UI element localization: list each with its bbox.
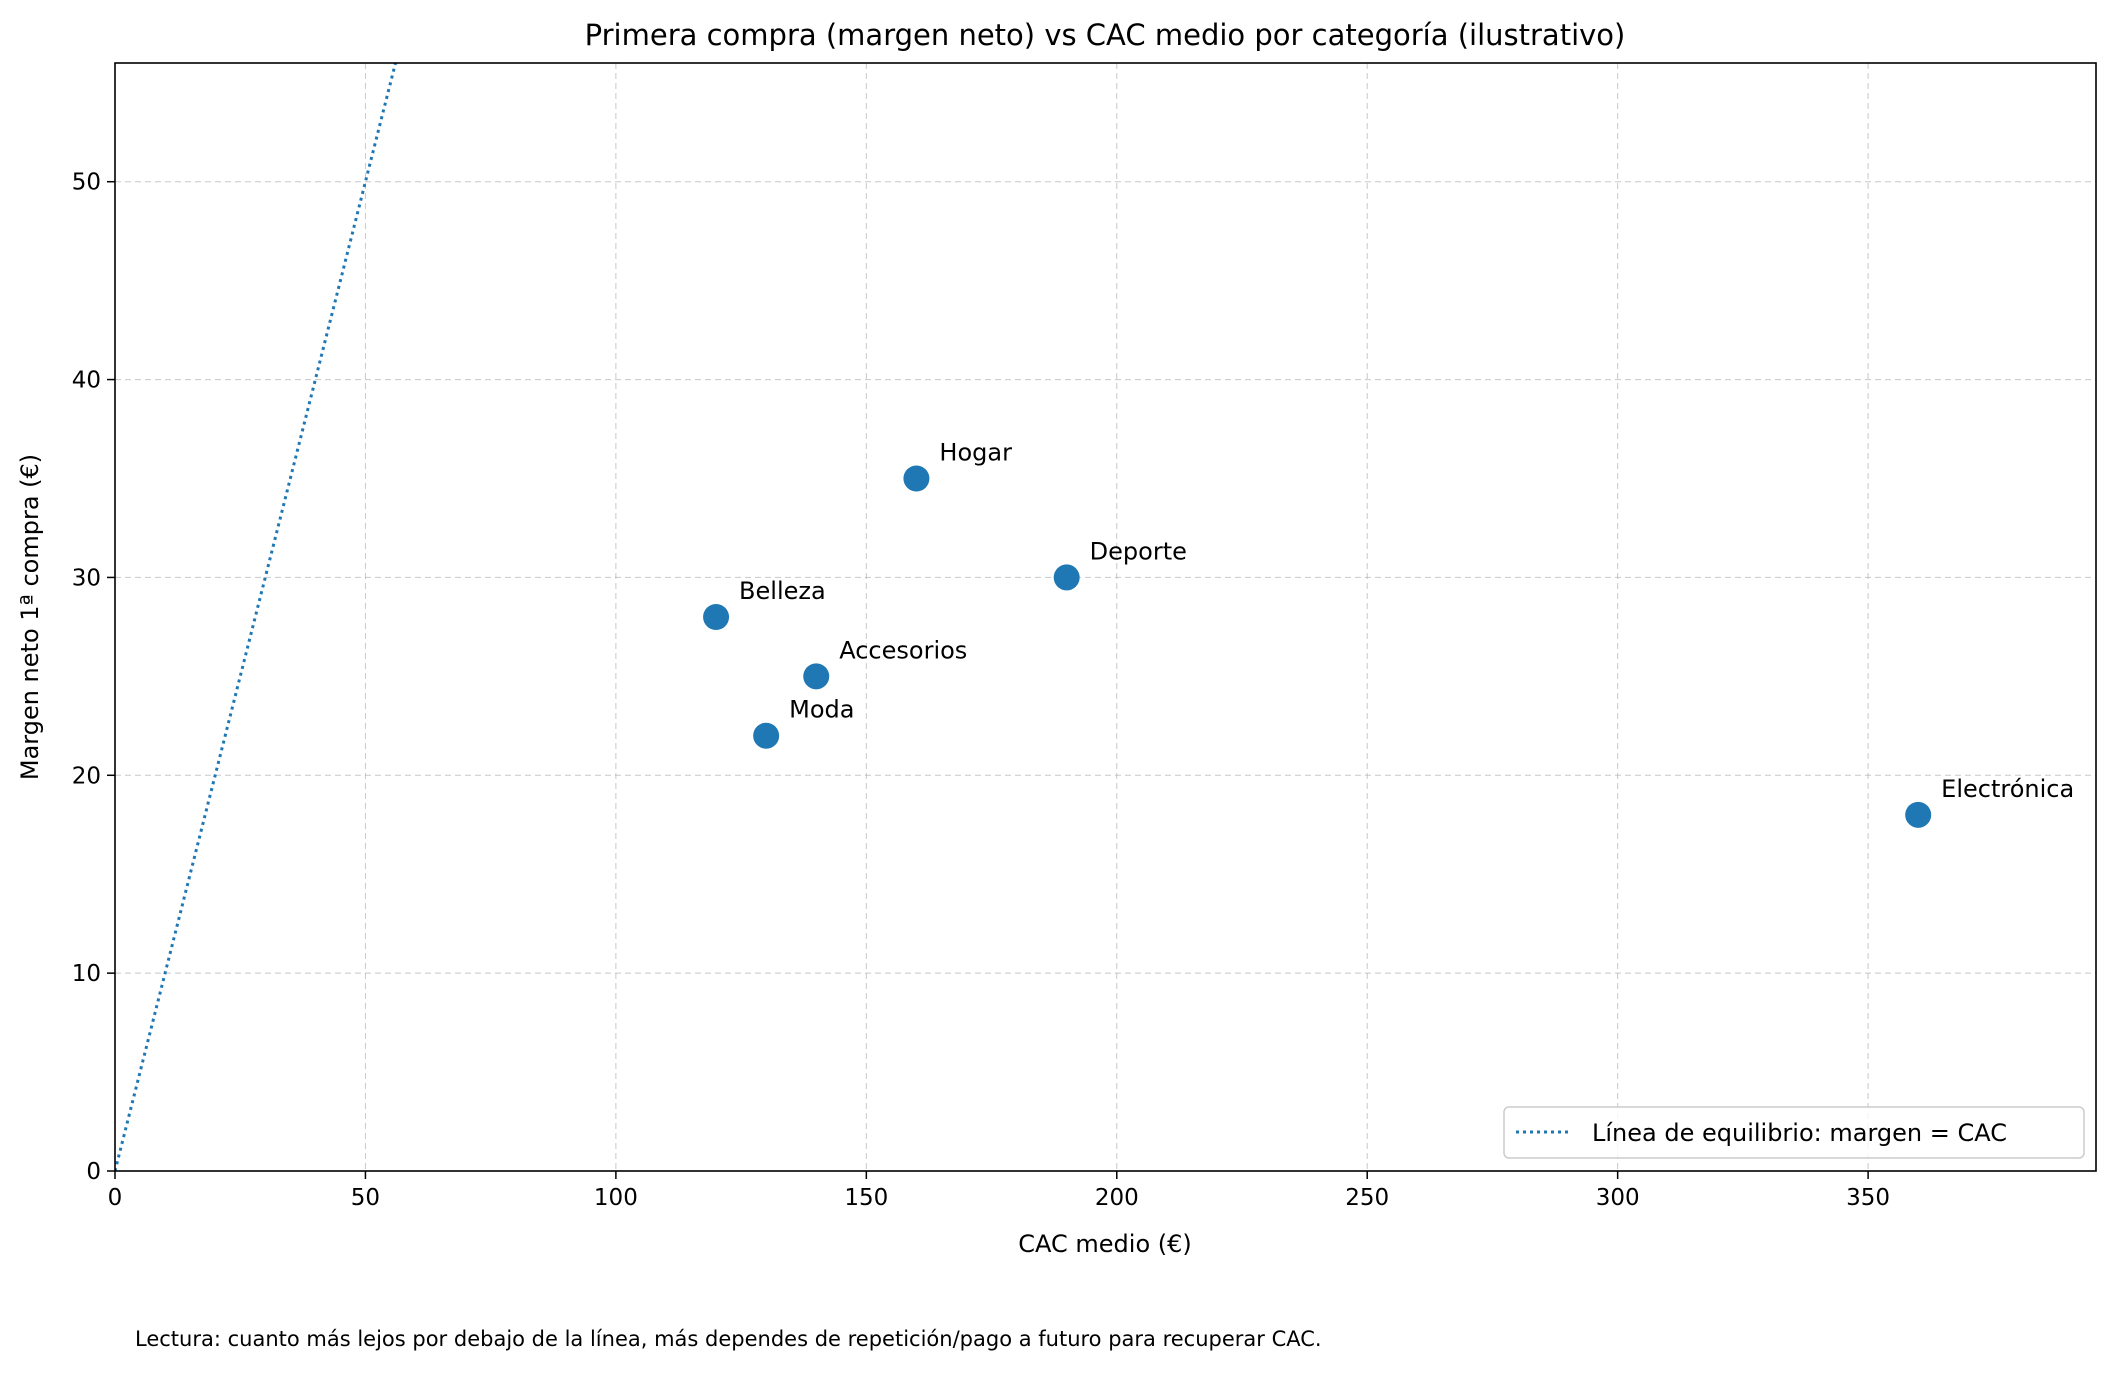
y-tick-label: 20 [72,763,101,789]
y-axis-label: Margen neto 1ª compra (€) [16,454,44,780]
data-point [1905,801,1932,828]
points: Moda Electrónica Hogar Belleza Deporte Acceso… [703,439,2074,828]
data-point [703,604,730,630]
x-axis-label: CAC medio (€) [1018,1230,1192,1258]
x-tick-label: 50 [351,1185,380,1211]
x-tick-label: 200 [1095,1185,1139,1211]
point-label: Moda [789,696,854,724]
x-tick-label: 150 [844,1185,888,1211]
legend-label: Línea de equilibrio: margen = CAC [1592,1119,2007,1147]
chart-title: Primera compra (margen neto) vs CAC medi… [585,18,1626,52]
equilibrium-line [115,63,397,1171]
y-tick-label: 50 [72,170,101,196]
grid [114,63,2096,1172]
legend-box [1503,1106,2085,1159]
y-tick-label: 0 [86,1159,101,1185]
axes-frame [114,62,2097,1172]
data-point [803,663,830,690]
footnote: Lectura: cuanto más lejos por debajo de … [135,1327,1322,1351]
x-tick-label: 100 [594,1185,638,1211]
reference-line [115,63,397,1171]
x-tick-label: 350 [1846,1185,1890,1211]
x-tick-label: 250 [1345,1185,1389,1211]
point-label: Belleza [739,577,826,605]
y-tick-label: 30 [72,565,101,591]
point-label: Accesorios [839,636,967,664]
point-label: Electrónica [1941,775,2074,803]
y-tick-label: 10 [72,961,101,987]
x-tick-label: 0 [108,1185,123,1211]
ticks: 0 50 100 150 200 250 300 350 0 10 20 30 40 50 [72,170,1890,1211]
point-label: Hogar [939,439,1012,467]
x-tick-label: 300 [1596,1185,1640,1211]
data-point [753,722,780,749]
data-point [1053,564,1080,591]
legend: Línea de equilibrio: margen = CAC [1503,1106,2085,1159]
y-tick-label: 40 [72,368,101,394]
data-point [903,465,930,492]
point-label: Deporte [1090,537,1187,565]
